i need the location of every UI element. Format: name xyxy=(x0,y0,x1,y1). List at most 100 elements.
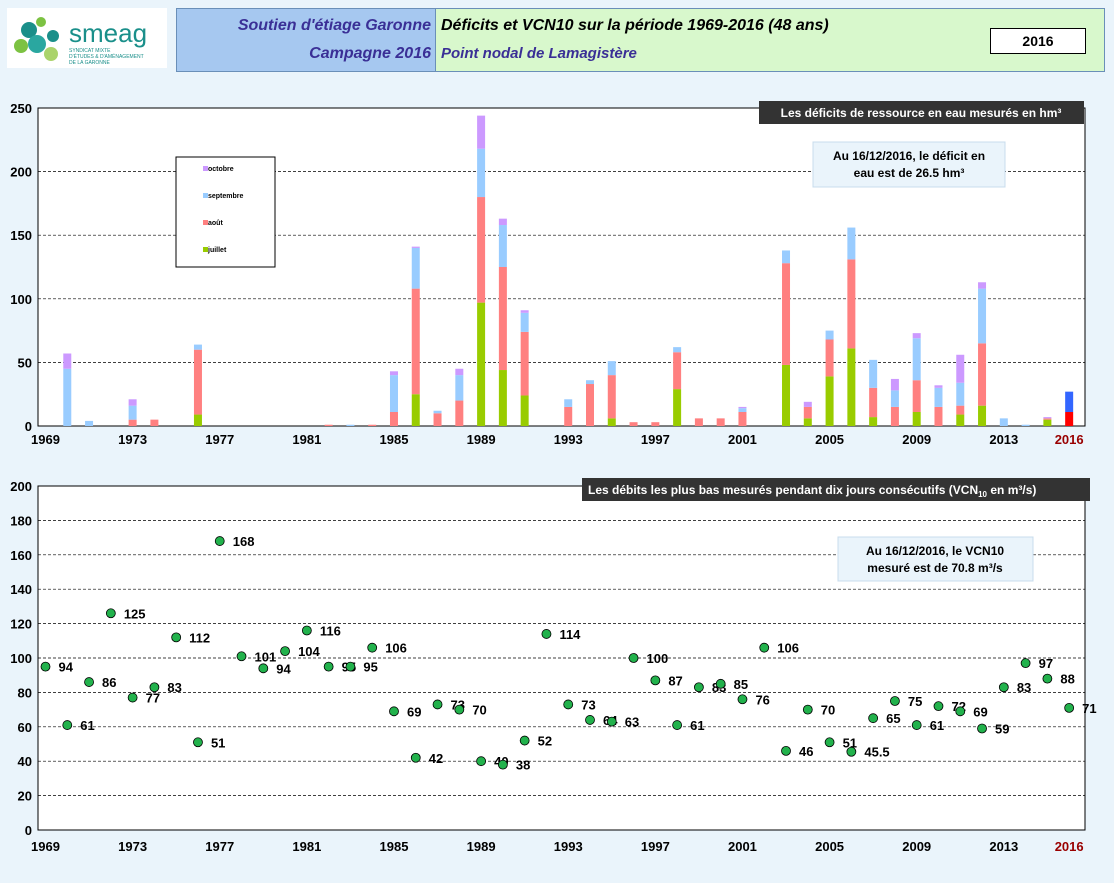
chart-title-box xyxy=(759,101,1084,124)
bar-segment xyxy=(455,368,464,376)
bar-segment xyxy=(716,418,725,426)
data-point xyxy=(127,692,138,703)
data-point xyxy=(628,653,639,663)
x-tick-label: 1977 xyxy=(205,432,234,447)
x-tick-label: 2005 xyxy=(815,839,844,854)
data-point xyxy=(998,682,1009,693)
data-label: 101 xyxy=(255,649,277,664)
bar-segment xyxy=(673,347,682,353)
data-point xyxy=(563,699,574,710)
y-tick-label: 100 xyxy=(10,651,32,666)
y-tick-label: 120 xyxy=(10,617,32,632)
data-label: 94 xyxy=(59,660,74,675)
data-point xyxy=(1064,702,1075,713)
bar-segment xyxy=(477,302,486,426)
title-right-box: Déficits et VCN10 sur la période 1969-20… xyxy=(435,8,1105,72)
bar-segment xyxy=(890,406,899,426)
bar-segment xyxy=(978,343,987,406)
year-box: 2016 xyxy=(990,28,1086,54)
bar-segment xyxy=(738,406,747,409)
data-label: 46 xyxy=(799,744,813,759)
bar-segment xyxy=(368,424,377,426)
bar-segment xyxy=(85,420,94,426)
bar-segment xyxy=(433,410,442,414)
bar-segment xyxy=(346,424,355,426)
data-point xyxy=(367,642,378,653)
bar-segment xyxy=(912,380,921,413)
data-label: 95 xyxy=(342,660,356,675)
data-point xyxy=(410,752,421,763)
data-point xyxy=(541,629,552,639)
data-label: 72 xyxy=(951,699,965,714)
bar-segment xyxy=(956,405,965,415)
data-label: 168 xyxy=(233,534,255,549)
data-label: 87 xyxy=(668,673,682,688)
bar-segment xyxy=(586,384,594,426)
data-label: 125 xyxy=(124,606,146,621)
bar-segment xyxy=(869,387,878,418)
annotation-text: mesuré est de 70.8 m³/s xyxy=(867,561,1003,575)
bar-segment xyxy=(1043,417,1052,419)
bar-segment xyxy=(520,312,529,332)
data-point xyxy=(323,661,334,672)
x-tick-label: 2013 xyxy=(989,432,1018,447)
bar-segment xyxy=(411,394,420,426)
data-point xyxy=(389,706,399,717)
y-tick-label: 200 xyxy=(10,165,32,180)
data-label: 97 xyxy=(1039,656,1053,671)
bar-segment xyxy=(738,412,747,426)
bar-segment xyxy=(411,288,420,395)
data-point xyxy=(650,675,661,686)
bar-segment xyxy=(477,115,486,149)
x-tick-label: 1997 xyxy=(641,839,670,854)
bar-segment xyxy=(455,400,464,426)
bar-segment xyxy=(847,348,856,426)
logo-subtext: DE LA GARONNE xyxy=(69,60,111,66)
data-point xyxy=(585,715,595,725)
data-label: 100 xyxy=(647,651,669,666)
data-point xyxy=(62,720,73,730)
bar-segment xyxy=(63,368,72,426)
bar-segment xyxy=(607,418,616,426)
bar-segment xyxy=(803,401,812,407)
data-point xyxy=(519,735,530,746)
data-point xyxy=(606,716,617,727)
data-label: 83 xyxy=(167,680,181,695)
bar-segment xyxy=(389,412,398,426)
smeag-logo: smeag SYNDICAT MIXTE D'ÉTUDES & D'AMÉNAG… xyxy=(7,8,167,68)
bar-segment xyxy=(1021,424,1030,426)
x-tick-label: 1969 xyxy=(31,839,60,854)
bar-segment xyxy=(498,370,507,426)
data-point xyxy=(911,720,922,730)
bar-segment xyxy=(564,399,573,407)
x-tick-label: 2009 xyxy=(902,839,931,854)
bar-segment xyxy=(324,424,333,426)
bar-segment xyxy=(694,418,703,426)
bar-segment xyxy=(825,330,834,340)
data-point xyxy=(868,713,879,724)
data-point xyxy=(432,699,443,710)
logo-dot xyxy=(36,17,46,27)
logo-dot xyxy=(47,30,59,42)
data-label: 38 xyxy=(516,758,530,773)
data-label: 104 xyxy=(298,644,320,659)
bar-segment xyxy=(1043,419,1052,426)
y-tick-label: 60 xyxy=(18,720,32,735)
bar-segment xyxy=(912,333,921,339)
title-point-nodal: Point nodal de Lamagistère xyxy=(441,45,637,62)
x-tick-label: 1985 xyxy=(380,432,409,447)
logo-dot xyxy=(21,22,37,38)
y-tick-label: 160 xyxy=(10,548,32,563)
legend-label: juillet xyxy=(207,247,227,254)
data-label: 112 xyxy=(189,630,210,645)
bar-segment xyxy=(934,387,943,407)
data-label: 88 xyxy=(1060,672,1074,687)
logo-name: smeag xyxy=(69,18,147,48)
x-tick-label: 2001 xyxy=(728,839,757,854)
bar-segment xyxy=(520,310,529,313)
bar-segment xyxy=(934,385,943,388)
data-label: 64 xyxy=(603,713,618,728)
bar-segment xyxy=(782,250,791,264)
data-label: 86 xyxy=(102,675,116,690)
legend-swatch xyxy=(203,247,208,252)
